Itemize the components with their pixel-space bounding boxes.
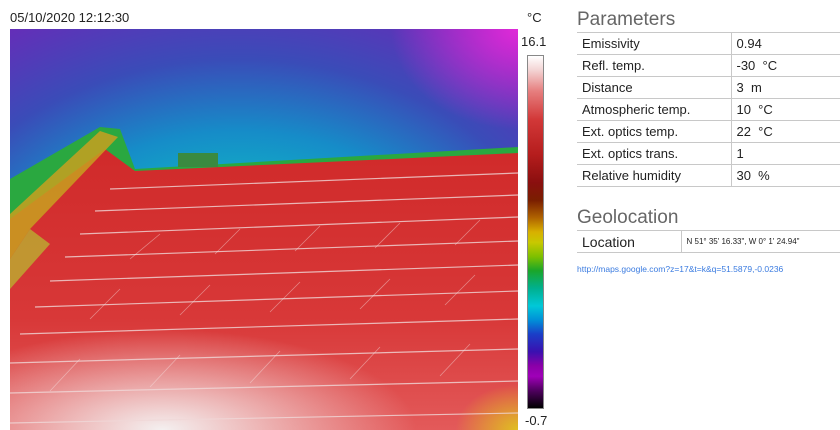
parameter-value: -30 °C — [730, 54, 840, 77]
parameter-label: Emissivity — [577, 32, 731, 55]
parameter-value: 3 m — [730, 76, 840, 99]
table-row: Distance 3 m — [577, 76, 840, 99]
location-label: Location — [577, 230, 681, 253]
table-row: Atmospheric temp. 10 °C — [577, 98, 840, 121]
map-link[interactable]: http://maps.google.com?z=17&t=k&q=51.587… — [577, 264, 784, 274]
scale-min-value: -0.7 — [525, 413, 548, 428]
geolocation-table: Location N 51° 35' 16.33", W 0° 1' 24.94… — [577, 230, 840, 253]
scale-max-value: 16.1 — [521, 34, 547, 49]
table-row: Relative humidity 30 % — [577, 164, 840, 187]
geolocation-title: Geolocation — [577, 207, 679, 228]
parameter-label: Distance — [577, 76, 731, 99]
thermal-image — [10, 29, 518, 430]
parameter-label: Ext. optics trans. — [577, 142, 731, 165]
parameter-label: Atmospheric temp. — [577, 98, 731, 121]
parameter-label: Refl. temp. — [577, 54, 731, 77]
temperature-colorbar — [527, 55, 544, 409]
parameter-value: 22 °C — [730, 120, 840, 143]
table-row: Ext. optics temp. 22 °C — [577, 120, 840, 143]
parameter-label: Relative humidity — [577, 164, 731, 187]
table-row: Refl. temp. -30 °C — [577, 54, 840, 77]
temperature-unit: °C — [527, 10, 542, 25]
table-row: Location N 51° 35' 16.33", W 0° 1' 24.94… — [577, 230, 840, 253]
parameters-table: Emissivity 0.94 Refl. temp. -30 °C Distance 3… — [577, 32, 840, 187]
parameter-label: Ext. optics temp. — [577, 120, 731, 143]
parameters-title: Parameters — [577, 9, 676, 30]
table-row: Emissivity 0.94 — [577, 32, 840, 55]
parameter-value: 0.94 — [730, 32, 840, 55]
table-row: Ext. optics trans. 1 — [577, 142, 840, 165]
location-value: N 51° 35' 16.33", W 0° 1' 24.94" — [680, 230, 840, 253]
capture-timestamp: 05/10/2020 12:12:30 — [10, 10, 130, 25]
parameter-value: 30 % — [730, 164, 840, 187]
parameter-value: 10 °C — [730, 98, 840, 121]
parameter-value: 1 — [730, 142, 840, 165]
